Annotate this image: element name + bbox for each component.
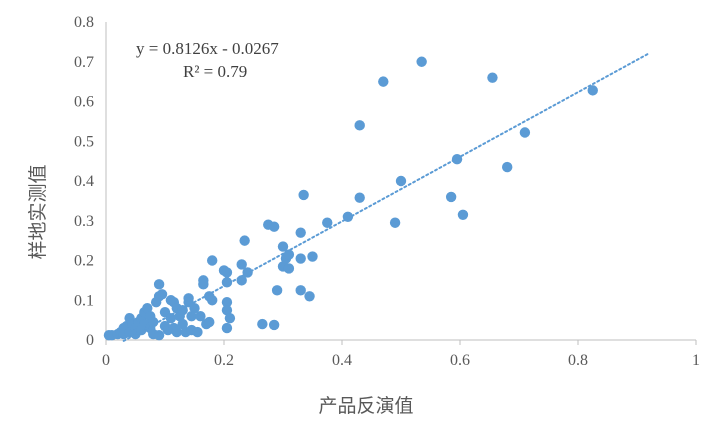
data-point	[277, 241, 289, 252]
data-point	[207, 295, 218, 306]
y-tick-label: 0.5	[74, 133, 94, 150]
data-point	[165, 312, 177, 324]
data-point	[153, 279, 165, 290]
data-point	[354, 120, 365, 131]
data-point	[268, 221, 280, 232]
data-point	[295, 285, 306, 296]
data-point	[283, 263, 295, 274]
data-point	[487, 72, 498, 83]
data-point	[221, 304, 233, 316]
y-tick-label: 0.4	[74, 173, 94, 190]
tick-labels: 0 0.2 0.4 0.6 0.8 1 0 0.1 0.2 0.3 0.4 0.5 0.6 0.7 0.8	[74, 14, 700, 369]
data-point	[224, 312, 236, 324]
data-point	[221, 322, 233, 334]
data-point	[445, 191, 457, 203]
data-point	[502, 161, 513, 173]
data-point	[416, 56, 427, 67]
data-point	[207, 255, 218, 266]
data-point	[171, 326, 182, 338]
x-tick-label: 0.2	[214, 352, 234, 369]
y-tick-label: 0.7	[74, 54, 94, 71]
y-tick-label: 0	[86, 332, 94, 349]
data-point	[148, 316, 159, 328]
data-points	[103, 56, 598, 341]
data-point	[295, 253, 306, 264]
x-tick-label: 1	[692, 352, 700, 369]
data-point	[142, 303, 153, 314]
data-point	[192, 326, 203, 338]
data-point	[378, 76, 389, 87]
data-point	[298, 189, 309, 201]
data-point	[268, 319, 280, 331]
x-tick-label: 0	[102, 352, 110, 369]
x-axis-title: 产品反演值	[318, 395, 413, 417]
data-point	[271, 285, 283, 296]
data-point	[177, 318, 188, 330]
data-point	[587, 85, 598, 96]
data-point	[204, 316, 215, 328]
data-point	[153, 330, 165, 341]
data-point	[156, 289, 168, 300]
y-tick-label: 0.1	[74, 292, 94, 309]
data-point	[195, 310, 206, 322]
data-point	[283, 249, 295, 260]
data-point	[295, 227, 306, 238]
data-point	[354, 192, 365, 203]
data-point	[189, 303, 200, 314]
data-point	[519, 127, 531, 138]
data-point	[186, 310, 197, 322]
x-tick-label: 0.6	[450, 352, 470, 369]
data-point	[457, 209, 469, 220]
data-point	[221, 297, 233, 308]
x-tick-label: 0.4	[332, 352, 352, 369]
axes	[105, 22, 697, 345]
trendline-equation: y = 0.8126x - 0.0267	[136, 39, 279, 58]
y-tick-label: 0.2	[74, 253, 94, 270]
data-point	[395, 175, 407, 187]
data-point	[307, 251, 318, 262]
trendline	[122, 52, 650, 342]
x-tick-label: 0.8	[568, 352, 588, 369]
data-point	[257, 318, 268, 330]
data-point	[221, 267, 233, 278]
y-tick-label: 0.3	[74, 213, 94, 230]
data-point	[236, 259, 247, 270]
y-tick-label: 0.6	[74, 94, 94, 111]
trendline-group	[122, 52, 650, 342]
data-point	[198, 279, 209, 290]
data-point	[239, 235, 250, 246]
data-point	[322, 217, 333, 228]
y-axis-title: 样地实测值	[27, 164, 49, 259]
data-point	[389, 217, 401, 228]
r-squared-label: R² = 0.79	[183, 62, 247, 81]
data-point	[304, 291, 315, 302]
y-tick-label: 0.8	[74, 14, 94, 31]
